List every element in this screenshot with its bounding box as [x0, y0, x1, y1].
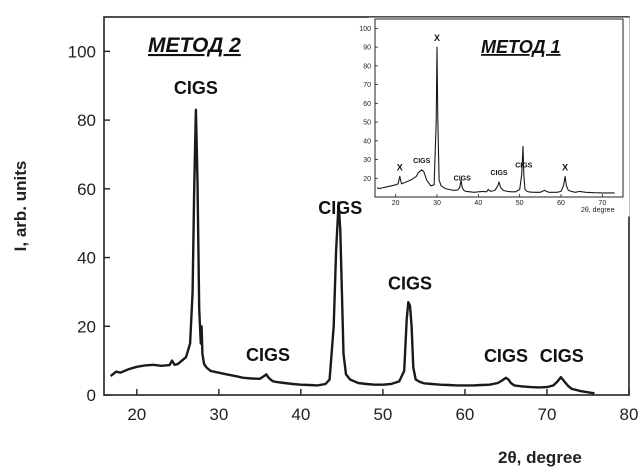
inset-y-tick-label: 30 [363, 157, 371, 164]
inset-x-tick-label: 40 [474, 200, 482, 207]
inset-peak-label: CIGS [515, 163, 532, 170]
main-y-axis-title: I, arb. units [11, 161, 30, 252]
inset-x-tick-label: 50 [516, 200, 524, 207]
inset-x-axis-title: 2θ, degree [581, 207, 615, 214]
main-peak-label: CIGS [540, 346, 584, 366]
inset-y-tick-label: 50 [363, 120, 371, 127]
inset-peak-label: CIGS [454, 176, 471, 183]
inset-x-tick-label: 30 [433, 200, 441, 207]
main-x-tick-label: 70 [538, 405, 557, 424]
main-x-tick-label: 80 [620, 405, 639, 424]
main-y-tick-label: 40 [77, 249, 96, 268]
inset-y-tick-label: 60 [363, 101, 371, 108]
inset-y-tick-label: 70 [363, 82, 371, 89]
main-y-tick-label: 0 [87, 386, 96, 405]
main-y-tick-label: 20 [77, 317, 96, 336]
inset-x-tick-label: 70 [598, 200, 606, 207]
inset-y-tick-label: 40 [363, 138, 371, 145]
main-peak-label: CIGS [318, 198, 362, 218]
main-y-tick-label: 100 [68, 42, 96, 61]
inset-peak-label: X [397, 162, 403, 172]
inset-y-tick-label: 20 [363, 176, 371, 183]
inset-x-tick-label: 20 [392, 200, 400, 207]
inset-chart: 20 30 40 50 60 70 20 30 40 50 60 70 80 90 100 X CIGS X CI… [359, 18, 629, 216]
main-peak-label: CIGS [246, 345, 290, 365]
inset-y-tick-label: 100 [359, 26, 371, 33]
main-x-tick-label: 60 [455, 405, 474, 424]
main-peak-label: CIGS [388, 274, 432, 294]
inset-x-tick-label: 60 [557, 200, 565, 207]
inset-peak-label: X [562, 162, 568, 172]
main-x-tick-label: 40 [291, 405, 310, 424]
main-x-axis-title: 2θ, degree [498, 448, 582, 467]
inset-peak-label: CIGS [413, 158, 430, 165]
main-peak-label: CIGS [484, 346, 528, 366]
main-y-tick-label: 60 [77, 180, 96, 199]
main-x-tick-label: 20 [127, 405, 146, 424]
inset-y-tick-label: 90 [363, 45, 371, 52]
main-x-tick-label: 30 [209, 405, 228, 424]
main-peak-label: CIGS [174, 78, 218, 98]
main-method-title: МЕТОД 2 [148, 34, 241, 57]
main-y-tick-label: 80 [77, 111, 96, 130]
inset-peak-label: CIGS [490, 170, 507, 177]
main-x-tick-label: 50 [373, 405, 392, 424]
inset-y-tick-label: 80 [363, 63, 371, 70]
inset-peak-label: X [434, 33, 440, 43]
inset-method-title: МЕТОД 1 [481, 37, 561, 57]
